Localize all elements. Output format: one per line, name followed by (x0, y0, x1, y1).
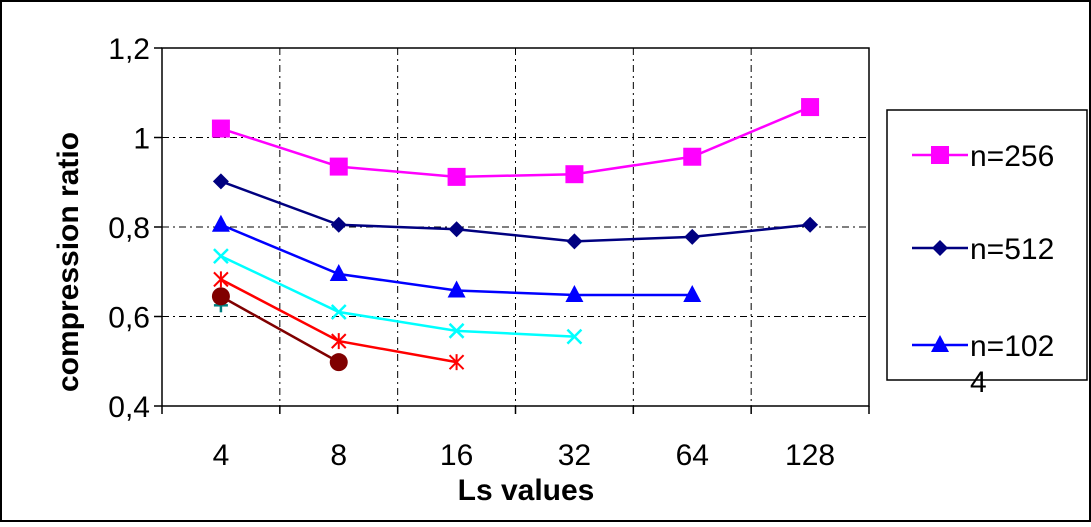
legend-label-line: n=256 (970, 140, 1054, 173)
data-point-stroke (213, 248, 229, 264)
data-point-stroke (448, 322, 465, 339)
legend-label-line: n=512 (970, 233, 1054, 266)
data-point-stroke (330, 304, 347, 320)
series-1 (211, 98, 820, 186)
data-point (329, 353, 348, 372)
data-point (801, 98, 820, 117)
legend-label: n=256 (970, 140, 1054, 173)
data-point (683, 147, 702, 166)
data-point (684, 228, 701, 245)
data-point (802, 216, 819, 233)
legend-label: n=102 4 (970, 330, 1054, 399)
data-point (932, 240, 948, 256)
x-tick-label: 16 (440, 439, 473, 472)
data-point-stroke (566, 328, 583, 345)
x-tick-label: 32 (558, 439, 591, 472)
data-point (931, 146, 949, 164)
data-point (211, 119, 230, 138)
data-point (931, 335, 949, 352)
y-tick-label: 1 (133, 123, 150, 156)
legend-entry: n=512 (912, 233, 1054, 266)
y-tick-label: 0,8 (108, 212, 150, 245)
series-4 (213, 248, 583, 345)
data-point (213, 248, 229, 264)
legend-label-line: 4 (970, 366, 987, 399)
data-point (448, 322, 465, 339)
y-axis-title: compression ratio (52, 132, 85, 392)
series-line (220, 295, 340, 364)
x-tick-label: 8 (330, 439, 347, 472)
x-tick-label: 64 (676, 439, 709, 472)
series-line (220, 180, 811, 243)
x-tick-label: 128 (785, 439, 835, 472)
legend-label: n=512 (970, 233, 1054, 266)
series-group (211, 98, 820, 372)
axes: 0,4 0,6 0,8 1 1,2 4 8 16 32 64 128 (108, 33, 870, 472)
data-point (683, 285, 702, 303)
data-point (448, 354, 465, 371)
series-line (220, 105, 811, 179)
data-point (331, 333, 347, 350)
data-point (447, 167, 466, 186)
series-2 (212, 173, 819, 250)
gridlines (162, 48, 869, 406)
data-point (566, 233, 583, 250)
data-point (330, 304, 347, 320)
data-point (565, 285, 584, 303)
series-3 (211, 214, 702, 303)
data-point (566, 328, 583, 345)
data-point (565, 165, 584, 184)
series-5 (213, 271, 465, 371)
data-point (211, 214, 230, 232)
data-point (447, 280, 466, 298)
data-point (448, 221, 465, 238)
legend-label-line: n=102 (970, 330, 1054, 363)
x-tick-label: 4 (213, 439, 230, 472)
data-point (329, 157, 348, 176)
data-point (212, 173, 229, 190)
series-line (220, 254, 575, 338)
y-tick-label: 0,6 (108, 302, 150, 335)
data-point (211, 287, 230, 306)
y-tick-label: 0,4 (108, 391, 150, 424)
x-axis-title: Ls values (458, 474, 595, 507)
legend-entry: n=256 (912, 140, 1054, 173)
data-point (213, 271, 229, 288)
legend-entry: n=102 4 (912, 330, 1054, 399)
legend: n=256 n=512 n=102 4 (886, 109, 1088, 399)
data-point (329, 263, 348, 281)
y-tick-label: 1,2 (108, 33, 150, 66)
data-point (330, 216, 347, 233)
series-6 (211, 287, 348, 372)
